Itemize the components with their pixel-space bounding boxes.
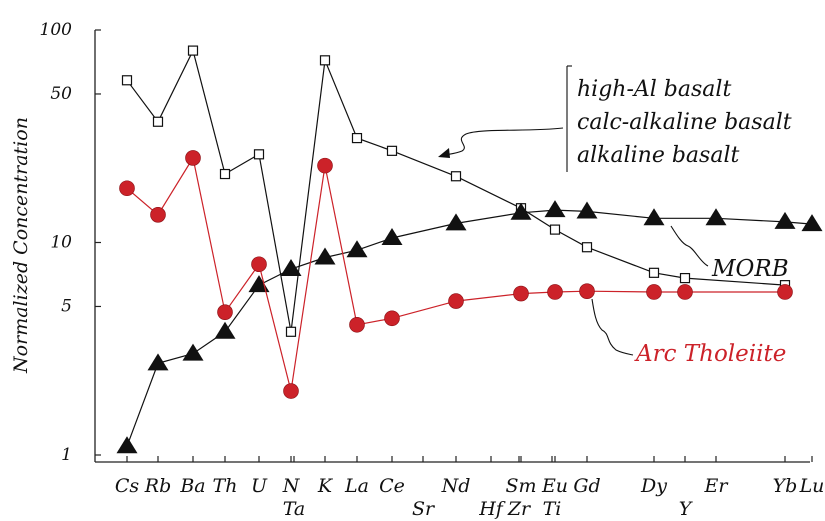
- x-tick-label-cs: Cs: [115, 475, 140, 497]
- series-layer: [116, 45, 823, 454]
- point-high-al-basalt-calc-alkaline-basalt-alkaline-basalt-la: [351, 132, 363, 144]
- morb-callout: [670, 225, 709, 267]
- point-arc-tholeiite-th: [217, 304, 233, 320]
- x-tick-label-gd: Gd: [573, 475, 600, 497]
- series-arc-tholeiite: [119, 150, 793, 399]
- x-tick-label-th: Th: [213, 475, 238, 497]
- point-arc-tholeiite-cs: [119, 180, 135, 197]
- point-high-al-basalt-calc-alkaline-basalt-alkaline-basalt-nd: [450, 171, 462, 182]
- y-tick-label-5: 5: [61, 296, 72, 316]
- arc-callout: [591, 298, 634, 356]
- point-high-al-basalt-calc-alkaline-basalt-alkaline-basalt-k: [319, 55, 331, 66]
- x-tick-label-zr: Zr: [507, 498, 532, 520]
- basalt-annotation: high-Al basalt calc-alkaline basalt alka…: [438, 65, 792, 172]
- x-tick-label-ba: Ba: [179, 475, 205, 497]
- x-tick-label-la: La: [344, 475, 369, 497]
- point-arc-tholeiite-sm: [513, 285, 529, 302]
- basalt-callout-arrow: [439, 127, 564, 157]
- basalt-arrowhead: [438, 148, 450, 158]
- point-high-al-basalt-calc-alkaline-basalt-alkaline-basalt-gd: [581, 242, 593, 253]
- point-morb-eu: [544, 200, 566, 218]
- arc-label: Arc Tholeiite: [634, 341, 786, 367]
- point-morb-dy: [643, 208, 665, 226]
- point-high-al-basalt-calc-alkaline-basalt-alkaline-basalt-cs: [121, 75, 133, 86]
- point-arc-tholeiite-gd: [579, 283, 595, 299]
- point-morb-gd: [576, 201, 598, 219]
- point-high-al-basalt-calc-alkaline-basalt-alkaline-basalt-th: [219, 168, 231, 180]
- point-arc-tholeiite-n: [283, 383, 299, 399]
- point-morb-ba: [182, 343, 204, 361]
- point-arc-tholeiite-ba: [185, 150, 201, 166]
- point-morb-cs: [116, 436, 138, 454]
- series-line-morb: [126, 209, 813, 447]
- arc-annotation: Arc Tholeiite: [591, 298, 786, 367]
- y-tick-label-10: 10: [50, 233, 72, 253]
- point-morb-k: [314, 247, 336, 265]
- x-tick-label-n: N: [282, 475, 301, 497]
- x-tick-label-yb: Yb: [773, 475, 798, 497]
- x-tick-label-eu: Eu: [541, 475, 568, 497]
- x-tick-label-hf: Hf: [478, 498, 506, 520]
- series-morb: [116, 200, 823, 454]
- point-morb-nd: [445, 213, 467, 231]
- basalt-label-2: calc-alkaline basalt: [577, 110, 792, 135]
- y-tick-label-50: 50: [50, 84, 72, 104]
- x-tick-label-sr: Sr: [412, 498, 436, 520]
- point-arc-tholeiite-u: [251, 256, 267, 273]
- y-tick-label-1: 1: [61, 445, 72, 465]
- point-arc-tholeiite-dy: [646, 284, 662, 300]
- point-high-al-basalt-calc-alkaline-basalt-alkaline-basalt-y: [679, 272, 691, 284]
- x-tick-label-k: K: [317, 475, 334, 497]
- point-arc-tholeiite-yb: [777, 284, 793, 300]
- x-tick-label-ce: Ce: [379, 475, 405, 497]
- x-tick-label-sm: Sm: [505, 475, 536, 497]
- point-high-al-basalt-calc-alkaline-basalt-alkaline-basalt-dy: [648, 267, 660, 278]
- point-high-al-basalt-calc-alkaline-basalt-alkaline-basalt-rb: [152, 116, 164, 127]
- x-tick-label-dy: Dy: [640, 475, 667, 497]
- x-tick-label-ta: Ta: [283, 498, 306, 520]
- basalt-label-1: high-Al basalt: [577, 77, 731, 102]
- point-high-al-basalt-calc-alkaline-basalt-alkaline-basalt-u: [253, 149, 265, 160]
- point-high-al-basalt-calc-alkaline-basalt-alkaline-basalt-ba: [187, 45, 199, 56]
- point-arc-tholeiite-rb: [150, 207, 166, 223]
- x-tick-label-y: Y: [679, 498, 694, 520]
- point-arc-tholeiite-eu: [547, 284, 563, 300]
- y-tick-label-100: 100: [40, 20, 73, 40]
- x-tick-label-lu: Lu: [799, 475, 825, 497]
- morb-annotation: MORB: [670, 225, 789, 282]
- point-morb-n: [280, 259, 302, 277]
- x-tick-label-er: Er: [704, 475, 730, 497]
- point-morb-sm: [510, 202, 532, 220]
- point-arc-tholeiite-y: [677, 284, 693, 300]
- point-morb-ce: [381, 227, 403, 245]
- point-high-al-basalt-calc-alkaline-basalt-alkaline-basalt-n: [285, 326, 297, 337]
- point-morb-u: [248, 275, 270, 293]
- series-line-high-al-basalt-calc-alkaline-basalt-alkaline-basalt: [126, 48, 786, 332]
- point-high-al-basalt-calc-alkaline-basalt-alkaline-basalt-eu: [549, 224, 561, 235]
- x-tick-label-ti: Ti: [543, 498, 562, 520]
- morb-label: MORB: [711, 256, 789, 282]
- x-tick-label-nd: Nd: [441, 475, 471, 497]
- y-axis-label: Normalized Concentration: [10, 117, 32, 374]
- point-morb-er: [705, 208, 727, 226]
- point-arc-tholeiite-ce: [384, 310, 400, 327]
- x-tick-label-rb: Rb: [144, 475, 171, 497]
- x-tick-label-u: U: [251, 475, 268, 497]
- y-ticks: 1 5 10 50 100: [40, 20, 101, 465]
- series-line-arc-tholeiite: [126, 156, 785, 392]
- point-morb-yb: [774, 211, 796, 229]
- point-morb-rb: [147, 353, 169, 371]
- point-arc-tholeiite-la: [349, 316, 365, 333]
- point-morb-th: [214, 321, 236, 339]
- point-morb-lu: [801, 214, 823, 232]
- point-high-al-basalt-calc-alkaline-basalt-alkaline-basalt-ce: [386, 145, 398, 156]
- point-arc-tholeiite-k: [317, 157, 333, 174]
- basalt-label-3: alkaline basalt: [577, 143, 739, 168]
- point-morb-la: [346, 240, 368, 258]
- point-arc-tholeiite-nd: [448, 293, 464, 309]
